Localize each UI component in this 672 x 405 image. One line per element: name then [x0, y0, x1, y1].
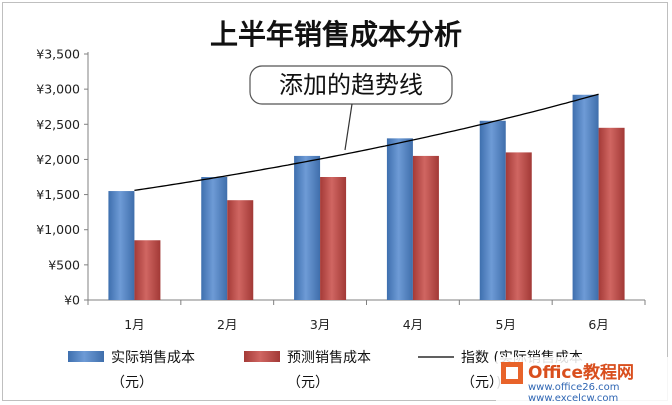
x-tick-label: 3月 [310, 317, 330, 332]
x-tick-label: 6月 [588, 317, 608, 332]
bar-actual [108, 191, 135, 300]
callout-box [249, 65, 453, 105]
y-tick-label: ¥3,500 [36, 47, 80, 62]
watermark-line2: www.office26.com [528, 382, 620, 393]
x-tick-label: 4月 [403, 317, 423, 332]
legend-swatch [68, 351, 104, 362]
legend-label-cont: （元） [111, 375, 153, 391]
callout-pointer [344, 103, 353, 151]
bars [108, 94, 625, 301]
x-tick-label: 5月 [496, 317, 516, 332]
watermark-line3: www.excelcw.com [528, 393, 618, 404]
bar-forecast [320, 177, 347, 300]
bar-forecast [412, 155, 439, 300]
watermark-backdrop [496, 357, 668, 401]
trendline-path [134, 93, 599, 192]
watermark-line1: Office教程网 [528, 362, 634, 383]
bar-actual [479, 120, 506, 301]
y-tick-label: ¥2,500 [36, 117, 80, 132]
legend-swatch [244, 351, 280, 362]
bar-forecast [505, 152, 532, 300]
bar-forecast [227, 200, 254, 300]
chart-title: 上半年销售成本分析 [210, 18, 462, 51]
callout-text: 添加的趋势线 [279, 71, 423, 99]
legend-label-cont: （元） [287, 375, 329, 391]
bar-actual [572, 94, 599, 300]
bar-actual [201, 177, 228, 300]
bar-actual [294, 155, 321, 300]
y-tick-label: ¥1,500 [36, 187, 80, 202]
legend-label-cont: （元）) [461, 375, 501, 391]
watermark: Office教程网 www.office26.com www.excelcw.c… [496, 357, 668, 404]
legend-label: 预测销售成本 [287, 350, 371, 366]
y-tick-label: ¥1,000 [36, 222, 80, 237]
axes: ¥0 ¥500 ¥1,000 ¥1,500 ¥2,000 ¥2,500 ¥3,000 ¥3,5… [36, 47, 646, 332]
office-logo-inner [506, 367, 518, 379]
legend-label: 实际销售成本 [111, 350, 195, 366]
bar-forecast [598, 127, 625, 300]
annotation-callout: 添加的趋势线 [249, 65, 453, 151]
x-tick-label: 1月 [124, 317, 144, 332]
bar-actual [386, 138, 413, 300]
x-tick-label: 2月 [217, 317, 237, 332]
y-tick-label: ¥2,000 [36, 152, 80, 167]
y-tick-label: ¥500 [48, 257, 80, 272]
y-tick-label: ¥0 [64, 293, 80, 308]
trendline [134, 93, 599, 192]
y-tick-label: ¥3,000 [36, 82, 80, 97]
bar-forecast [134, 240, 161, 300]
